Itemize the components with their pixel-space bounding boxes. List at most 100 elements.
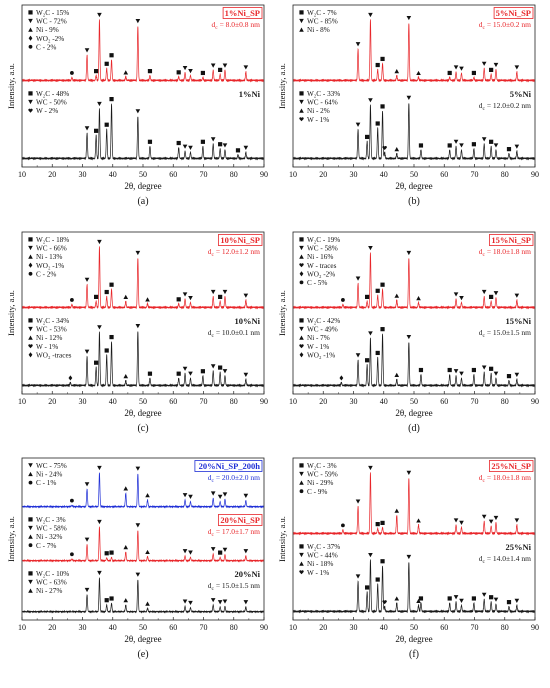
tri_down-marker xyxy=(493,597,499,602)
circle-marker xyxy=(28,543,33,548)
sample-label: 20%Ni xyxy=(235,569,261,579)
x-axis-label: 2θ, degree xyxy=(124,634,161,644)
heart-marker xyxy=(299,263,304,268)
tri_down-marker xyxy=(217,600,223,605)
tri_down-marker xyxy=(514,293,520,298)
circle-marker xyxy=(28,480,33,485)
heart-marker xyxy=(382,600,387,605)
legend-entry: W₂C - 3% xyxy=(36,516,66,524)
xrd-panel-f: 10 20 30 40 50 60 70 80 90 2θ, degree Intensity, a… xyxy=(277,457,539,660)
tri_down-marker xyxy=(135,572,141,577)
x-tick-label: 90 xyxy=(531,623,539,632)
x-tick-label: 60 xyxy=(440,397,448,406)
tri_down-marker xyxy=(135,250,141,256)
tri_up-marker xyxy=(394,372,400,377)
tri_down-marker xyxy=(481,61,487,66)
tri_down-marker xyxy=(459,598,464,603)
legend-entry: Ni - 24% xyxy=(36,471,62,479)
tri_down-marker xyxy=(84,349,90,354)
sample-label: 20%Ni_SP_200h xyxy=(199,461,261,471)
tri_up-marker xyxy=(394,293,400,298)
tri_down-marker xyxy=(97,570,102,576)
tri_down-marker xyxy=(406,554,412,560)
x-tick-label: 20 xyxy=(48,170,56,179)
xrd-pattern-line xyxy=(293,559,535,614)
square-marker xyxy=(28,318,33,323)
sample-label: 10%Ni xyxy=(235,316,261,326)
tri_down-marker xyxy=(459,66,464,71)
x-tick-label: 40 xyxy=(380,623,388,632)
square-marker xyxy=(299,463,304,468)
x-tick-label: 10 xyxy=(289,170,297,179)
tri_down-marker xyxy=(188,296,193,301)
square-marker xyxy=(375,577,380,582)
x-tick-label: 50 xyxy=(410,623,418,632)
tri_up-marker xyxy=(123,294,129,299)
legend-entry: W - 1% xyxy=(36,343,58,351)
tri_down-marker xyxy=(406,15,412,21)
square-marker xyxy=(375,62,380,68)
square-marker xyxy=(28,10,33,15)
tri_down-marker xyxy=(243,493,249,498)
tri_up-marker xyxy=(28,254,33,259)
legend-entry: WC - 50% xyxy=(36,99,67,107)
tri_up-marker xyxy=(145,493,150,498)
tri_down-marker xyxy=(368,331,373,336)
square-marker xyxy=(299,10,304,15)
tri_down-marker xyxy=(182,549,188,554)
x-tick-label: 40 xyxy=(380,170,388,179)
tri_up-marker xyxy=(28,27,33,32)
tri_down-marker xyxy=(222,143,228,148)
tri_up-marker xyxy=(416,598,421,603)
legend-entry: WC - 63% xyxy=(36,579,67,587)
circle-marker xyxy=(70,498,74,503)
square-marker xyxy=(299,544,304,549)
x-tick-label: 20 xyxy=(319,623,327,632)
tri_down-marker xyxy=(188,494,193,499)
square-marker xyxy=(380,327,385,332)
x-tick-label: 60 xyxy=(169,397,177,406)
y-axis-label: Intensity, a.u. xyxy=(277,63,287,109)
tri_up-marker xyxy=(299,561,304,566)
pattern-20-ni: W₂C - 10%WC - 63%Ni - 27% 20%Ni dc = 15.0±… xyxy=(22,569,264,614)
pattern-1-ni-sp: W₂C - 15%WC - 72%Ni - 9%WO₂ -2%C - 2% 1%N… xyxy=(22,7,264,83)
square-marker xyxy=(380,520,385,525)
legend-entry: WC - 44% xyxy=(307,552,338,560)
x-tick-label: 70 xyxy=(200,623,208,632)
tri_down-marker xyxy=(493,291,499,296)
pattern-20-ni-sp: W₂C - 3%WC - 58%Ni - 32%C - 7% 20%Ni_SPdc… xyxy=(22,514,264,563)
tri_down-marker xyxy=(481,592,487,597)
tri_down-marker xyxy=(355,574,361,579)
tri_up-marker xyxy=(394,147,400,152)
x-tick-label: 20 xyxy=(48,623,56,632)
diamond-marker xyxy=(299,352,304,358)
tri_down-marker xyxy=(481,137,487,142)
tri_down-marker xyxy=(188,145,193,150)
tri_down-marker xyxy=(188,371,193,376)
tri_down-marker xyxy=(243,600,249,605)
tri_down-marker xyxy=(355,499,361,504)
y-axis-label: Intensity, a.u. xyxy=(277,290,287,336)
square-marker xyxy=(109,550,114,555)
tri_down-marker xyxy=(514,144,520,149)
panel-caption: (c) xyxy=(137,423,148,434)
sample-label: 1%Ni xyxy=(239,89,261,99)
tri_down-marker xyxy=(210,63,216,68)
tri_up-marker xyxy=(394,69,400,74)
legend-entry: C - 1% xyxy=(36,479,56,487)
x-tick-label: 40 xyxy=(109,623,117,632)
diamond-marker xyxy=(28,35,33,41)
square-marker xyxy=(447,367,452,373)
x-tick-label: 70 xyxy=(200,170,208,179)
square-marker xyxy=(109,282,114,287)
legend-entry: Ni - 18% xyxy=(307,560,333,568)
x-tick-label: 70 xyxy=(471,623,479,632)
square-marker xyxy=(380,104,385,109)
crystallite-size-label: dc = 12.0±1.2 nm xyxy=(208,247,260,258)
crystallite-size-label: dc = 18.0±1.8 nm xyxy=(479,473,531,484)
legend-entry: Ni - 2% xyxy=(307,107,330,115)
y-axis-label: Intensity, a.u. xyxy=(6,290,16,336)
square-marker xyxy=(218,365,223,370)
tri_up-marker xyxy=(28,471,33,477)
